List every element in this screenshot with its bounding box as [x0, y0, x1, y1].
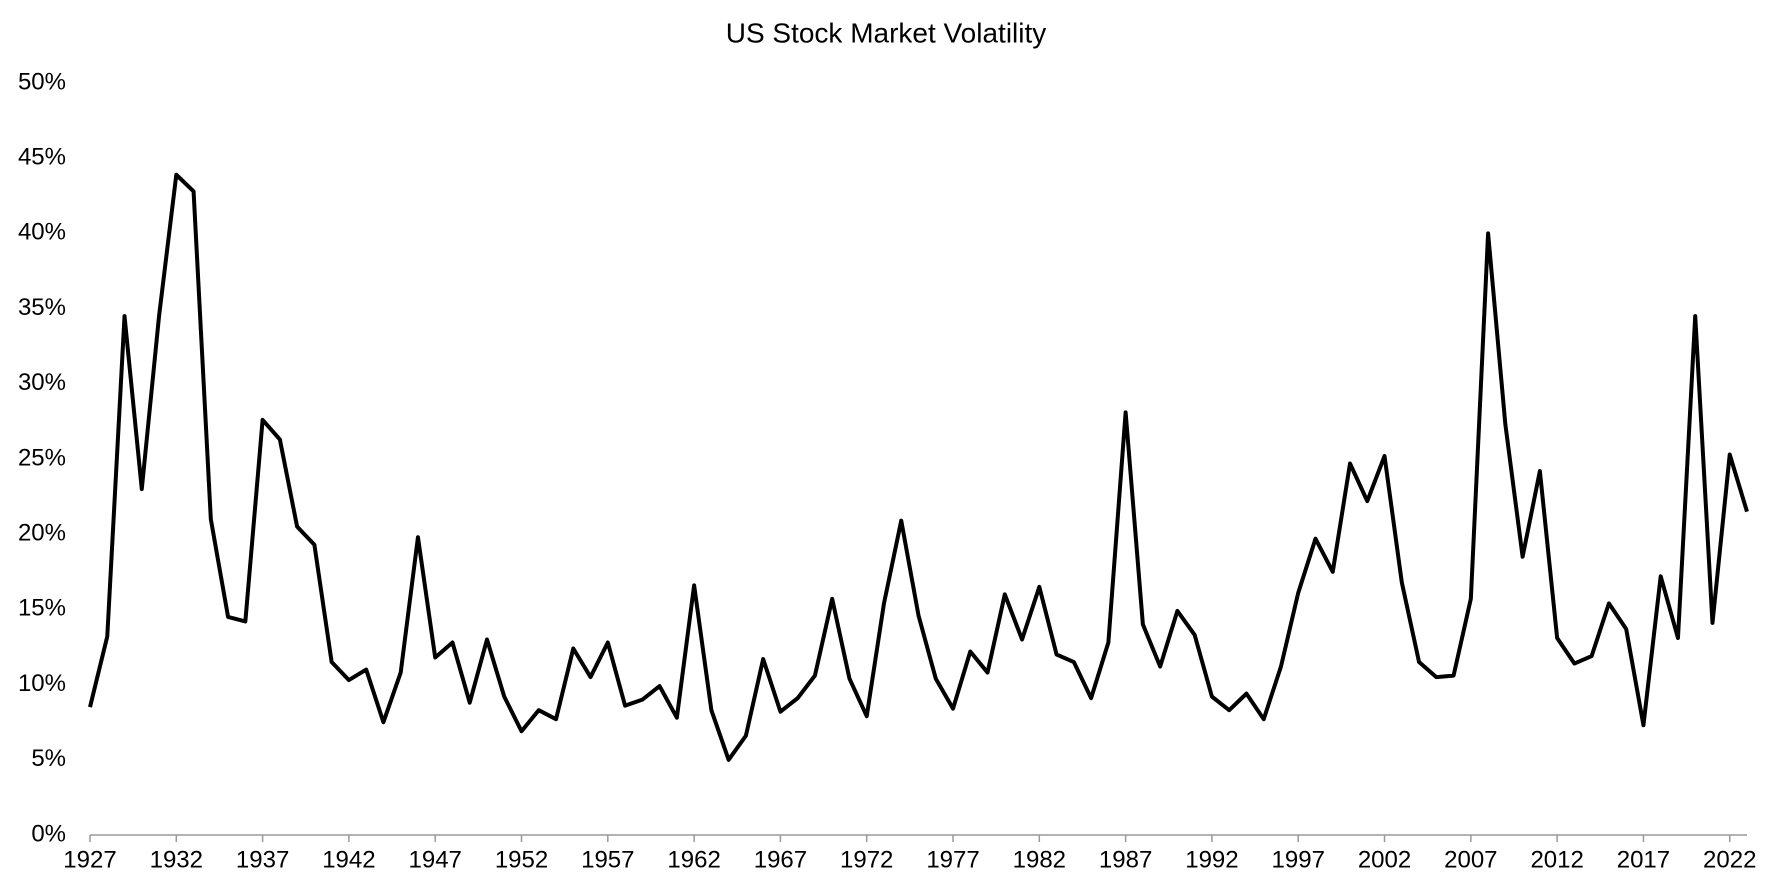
- line-series: [88, 172, 1749, 762]
- y-tick-label: 45%: [18, 144, 66, 171]
- x-tick-label: 1982: [1013, 846, 1066, 873]
- y-tick-label: 35%: [18, 294, 66, 321]
- x-tick-label: 1927: [63, 846, 116, 873]
- y-tick-label: 20%: [18, 520, 66, 547]
- y-tick-label: 50%: [18, 68, 66, 95]
- x-tick-label: 1962: [667, 846, 720, 873]
- x-tick-label: 2022: [1703, 846, 1756, 873]
- x-tick-label: 2012: [1530, 846, 1583, 873]
- x-tick-label: 1937: [236, 846, 289, 873]
- x-tick-label: 1957: [581, 846, 634, 873]
- x-tick-label: 1947: [409, 846, 462, 873]
- x-tick-label: 2017: [1617, 846, 1670, 873]
- y-tick-label: 0%: [31, 820, 66, 847]
- y-tick-label: 15%: [18, 595, 66, 622]
- y-tick-label: 10%: [18, 670, 66, 697]
- y-tick-label: 40%: [18, 219, 66, 246]
- x-tick-label: 2002: [1358, 846, 1411, 873]
- y-tick-label: 30%: [18, 369, 66, 396]
- chart-title: US Stock Market Volatility: [726, 17, 1047, 48]
- x-tick-label: 1992: [1185, 846, 1238, 873]
- y-tick-label: 25%: [18, 444, 66, 471]
- x-tick-label: 1972: [840, 846, 893, 873]
- x-tick-label: 1977: [926, 846, 979, 873]
- x-tick-label: 1942: [322, 846, 375, 873]
- x-tick-label: 1932: [150, 846, 203, 873]
- x-tick-label: 1967: [754, 846, 807, 873]
- x-tick-label: 1952: [495, 846, 548, 873]
- x-tick-label: 1997: [1272, 846, 1325, 873]
- x-tick-label: 1987: [1099, 846, 1152, 873]
- y-tick-label: 5%: [31, 745, 66, 772]
- x-tick-label: 2007: [1444, 846, 1497, 873]
